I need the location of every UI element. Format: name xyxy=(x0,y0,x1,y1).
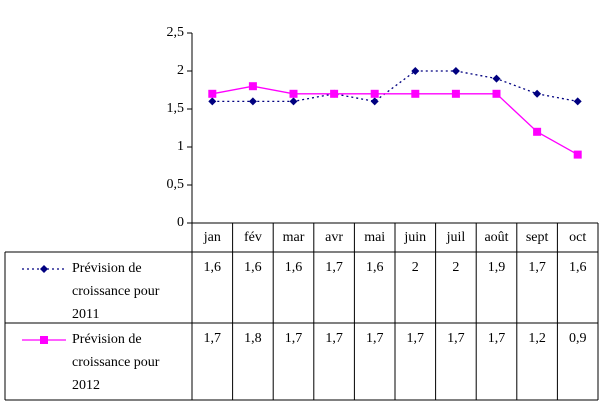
data-point xyxy=(573,97,582,106)
data-point xyxy=(248,82,257,91)
table-value: 2 xyxy=(452,260,459,275)
table-value: 1,7 xyxy=(447,331,465,346)
x-tick-label: jan xyxy=(203,230,221,245)
y-tick-label: 0 xyxy=(177,215,184,230)
table-value: 1,6 xyxy=(366,260,384,275)
x-tick-label: mar xyxy=(283,230,305,245)
series-line xyxy=(212,85,579,156)
table-value: 1,6 xyxy=(285,260,303,275)
data-point xyxy=(289,89,298,98)
legend-entry: Prévision de croissance pour 2012 xyxy=(72,332,160,393)
table-value: 1,2 xyxy=(528,331,546,346)
legend-entry: Prévision de croissance pour 2011 xyxy=(72,261,160,322)
table-value: 1,7 xyxy=(528,260,546,275)
legend-marker xyxy=(40,336,48,344)
data-point xyxy=(451,67,460,75)
x-tick-label: sept xyxy=(526,230,549,245)
data-point xyxy=(289,97,298,106)
table-value: 1,6 xyxy=(244,260,262,275)
legend-label: Prévision de croissance pour 2012 xyxy=(72,332,160,393)
y-tick-label: 1 xyxy=(177,139,184,154)
data-point xyxy=(533,89,542,98)
table-value: 1,6 xyxy=(204,260,222,275)
table-value: 1,7 xyxy=(325,260,343,275)
x-tick-label: juil xyxy=(446,230,466,245)
data-point xyxy=(208,89,217,98)
x-tick-label: oct xyxy=(569,230,586,245)
data-point xyxy=(411,89,420,98)
x-tick-label: mai xyxy=(364,230,385,245)
y-tick-label: 2,5 xyxy=(167,25,185,40)
table-value: 1,7 xyxy=(488,331,506,346)
table-value: 1,7 xyxy=(407,331,425,346)
y-tick-label: 0,5 xyxy=(167,177,185,192)
data-point xyxy=(411,67,420,75)
table-value: 1,7 xyxy=(366,331,384,346)
table-value: 1,9 xyxy=(488,260,506,275)
data-point xyxy=(248,97,257,106)
data-point xyxy=(330,89,339,98)
y-tick-label: 1,5 xyxy=(167,101,185,116)
data-point xyxy=(370,97,379,106)
data-point xyxy=(208,97,217,106)
table-value: 1,7 xyxy=(204,331,222,346)
x-tick-label: août xyxy=(484,230,508,245)
table-value: 1,6 xyxy=(569,260,587,275)
legend-label: Prévision de croissance pour 2011 xyxy=(72,261,160,322)
x-tick-label: fév xyxy=(244,230,262,245)
data-point xyxy=(451,89,460,98)
x-tick-label: juin xyxy=(403,230,426,245)
table-value: 1,7 xyxy=(285,331,303,346)
table-value: 1,8 xyxy=(244,331,262,346)
series-line xyxy=(212,70,578,103)
legend-marker xyxy=(40,265,48,273)
data-point xyxy=(492,74,501,83)
table-value: 2 xyxy=(412,260,419,275)
data-point xyxy=(573,150,582,159)
table-value: 0,9 xyxy=(569,331,587,346)
y-tick-label: 2 xyxy=(177,63,184,78)
data-point xyxy=(533,127,542,136)
data-point xyxy=(370,89,379,98)
data-point xyxy=(492,89,501,98)
x-tick-label: avr xyxy=(325,230,343,245)
table-value: 1,7 xyxy=(325,331,343,346)
